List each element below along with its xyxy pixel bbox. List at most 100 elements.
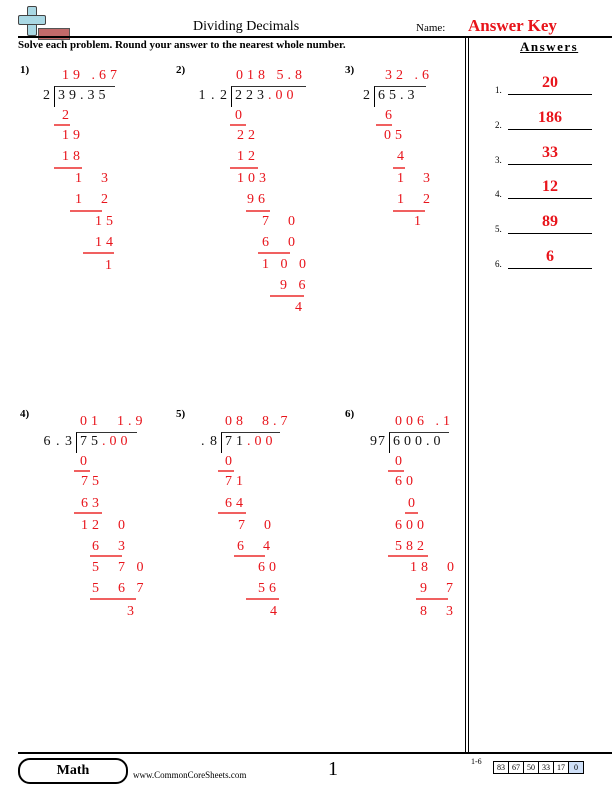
answer-line [508, 94, 592, 95]
subtraction-line [405, 512, 418, 514]
work-line: 1 2 [397, 192, 434, 207]
work-line: 8 3 [420, 604, 457, 619]
work-line: 1 0 0 [262, 257, 310, 272]
work-line: 1 3 [397, 171, 434, 186]
name-value: Answer Key [468, 16, 557, 35]
answer-value: 33 [542, 143, 558, 161]
work-line: 5 7 0 [92, 560, 148, 575]
work-line: 2 [62, 108, 73, 123]
dividend-value: 75 [80, 434, 102, 449]
answers-divider [465, 38, 466, 752]
answer-value: 20 [542, 74, 558, 91]
answer-number: 3. [495, 154, 502, 165]
answer-number: 6. [495, 259, 502, 269]
answer-value: 6 [546, 248, 554, 265]
division-bracket [76, 432, 137, 453]
header-rule [18, 36, 612, 38]
answer-number: 4. [495, 189, 502, 200]
divisor: 2 [43, 88, 51, 103]
work-line: 64 [225, 496, 247, 511]
work-line: 0 [225, 454, 236, 469]
work-line: 18 0 [410, 560, 458, 575]
work-line: 63 [81, 496, 103, 511]
quotient: 018 5.8 [236, 68, 306, 83]
score-box: 0 [568, 761, 584, 774]
work-line: 0 [235, 108, 246, 123]
work-line: 71 [225, 474, 247, 489]
work-line: 4 [270, 604, 281, 619]
work-line: 1 3 [75, 171, 112, 186]
dividend-value: 71 [225, 434, 247, 449]
dividend-value: 39.35 [58, 88, 110, 103]
work-line: 582 [395, 539, 428, 554]
answer-value: 12 [542, 178, 558, 196]
answer-value: 186 [538, 108, 562, 126]
score-range: 1-6 [471, 757, 482, 766]
subtraction-line [70, 210, 102, 212]
dividend-value: 223 [235, 88, 268, 103]
work-line: 0 [408, 496, 419, 511]
subtraction-line [54, 167, 82, 169]
work-line: 14 [95, 235, 117, 250]
score-boxes: 83 67 50 33 17 0 [493, 757, 584, 775]
problem-number: 6) [345, 408, 355, 420]
work-line: 96 [247, 192, 269, 207]
work-line: 1 [414, 214, 425, 229]
subtraction-line [74, 470, 90, 472]
subtraction-line [90, 555, 122, 557]
work-line: 103 [237, 171, 270, 186]
dividend-added-zeros: .00 [268, 88, 298, 103]
answer-line [508, 198, 592, 200]
subject-badge: Math [18, 758, 128, 784]
subtraction-line [230, 124, 246, 126]
problem-number: 2) [176, 64, 186, 76]
website: www.CommonCoreSheets.com [133, 770, 247, 780]
subtraction-line [234, 555, 265, 557]
work-line: 19 [62, 128, 84, 143]
answer-line [508, 128, 592, 130]
subtraction-line [230, 167, 258, 169]
work-line: 12 [237, 149, 259, 164]
division-bracket [389, 432, 449, 453]
dividend: 39.35 [58, 88, 110, 104]
subtraction-line [376, 124, 392, 126]
division-bracket [54, 86, 115, 107]
work-line: 600 [395, 518, 428, 533]
plus-logo-icon [18, 6, 70, 40]
work-line: 18 [62, 149, 84, 164]
divisor: 2 [363, 88, 371, 103]
answer-number: 5. [495, 224, 502, 235]
instructions: Solve each problem. Round your answer to… [18, 39, 346, 51]
quotient: 01 1.9 [80, 414, 147, 429]
work-line: 0 [395, 454, 406, 469]
work-line: 4 [295, 300, 306, 315]
score-box: 33 [538, 761, 554, 774]
work-line: 56 [258, 581, 280, 596]
work-line: 05 [384, 128, 406, 143]
work-line: 4 [397, 149, 408, 164]
work-line: 12 0 [81, 518, 129, 533]
work-line: 60 [258, 560, 280, 575]
problem-number: 3) [345, 64, 355, 76]
dividend-added-zeros: .00 [247, 434, 277, 449]
dividend-added-zeros: .00 [102, 434, 132, 449]
page-number: 1 [328, 758, 338, 780]
work-line: 6 0 [262, 235, 299, 250]
answers-title: Answers [520, 39, 579, 54]
answer-number: 2. [495, 119, 502, 130]
dividend: 71.00 [225, 434, 277, 450]
work-line: 6 3 [92, 539, 129, 554]
subtraction-line [393, 167, 405, 169]
page-title: Dividing Decimals [193, 19, 300, 34]
quotient: 32 .6 [385, 68, 433, 83]
work-line: 9 7 [420, 581, 457, 596]
work-line: 9 6 [280, 278, 310, 293]
score-box: 67 [508, 761, 524, 774]
work-line: 6 4 [237, 539, 274, 554]
subtraction-line [83, 252, 114, 254]
subtraction-line [74, 512, 102, 514]
answer-line [508, 233, 592, 235]
answer-line [508, 163, 592, 165]
dividend-value: 65.3 [378, 88, 419, 103]
score-box: 83 [493, 761, 509, 774]
